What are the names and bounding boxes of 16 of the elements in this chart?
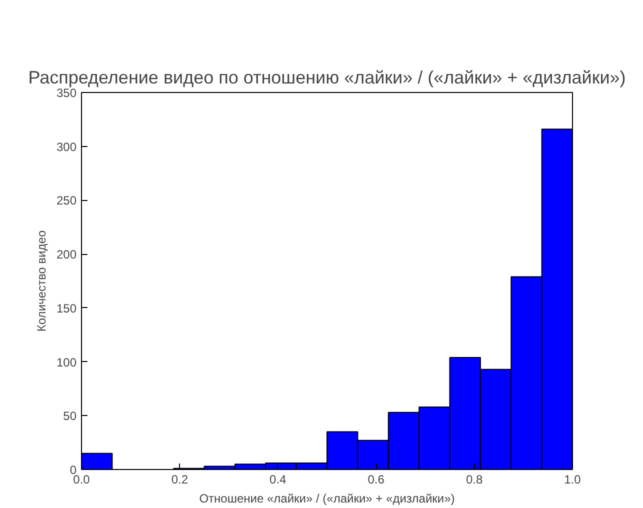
y-tick-label: 300 — [56, 140, 77, 154]
y-tick-label: 150 — [56, 301, 77, 316]
y-axis-title: Количество видео — [34, 230, 48, 332]
y-tick-label: 50 — [63, 409, 77, 424]
x-tick-label: 0.2 — [171, 472, 188, 486]
y-tick-label: 200 — [56, 248, 77, 262]
y-tick-label: 250 — [56, 194, 77, 208]
chart-title: Распределение видео по отношению «лайки» / («лайки» + «дизлайки») — [28, 68, 626, 88]
y-tick-label: 100 — [56, 355, 77, 370]
x-tick-label: 1.0 — [564, 472, 582, 486]
x-tick-label: 0.4 — [270, 472, 287, 486]
x-axis-title: Отношение «лайки» / («лайки» + «дизлайки») — [199, 492, 455, 506]
y-tick-label: 350 — [56, 86, 77, 100]
x-tick-label: 0.8 — [466, 472, 483, 486]
x-tick-label: 0.6 — [368, 472, 385, 486]
x-tick-label: 0.0 — [73, 472, 90, 486]
